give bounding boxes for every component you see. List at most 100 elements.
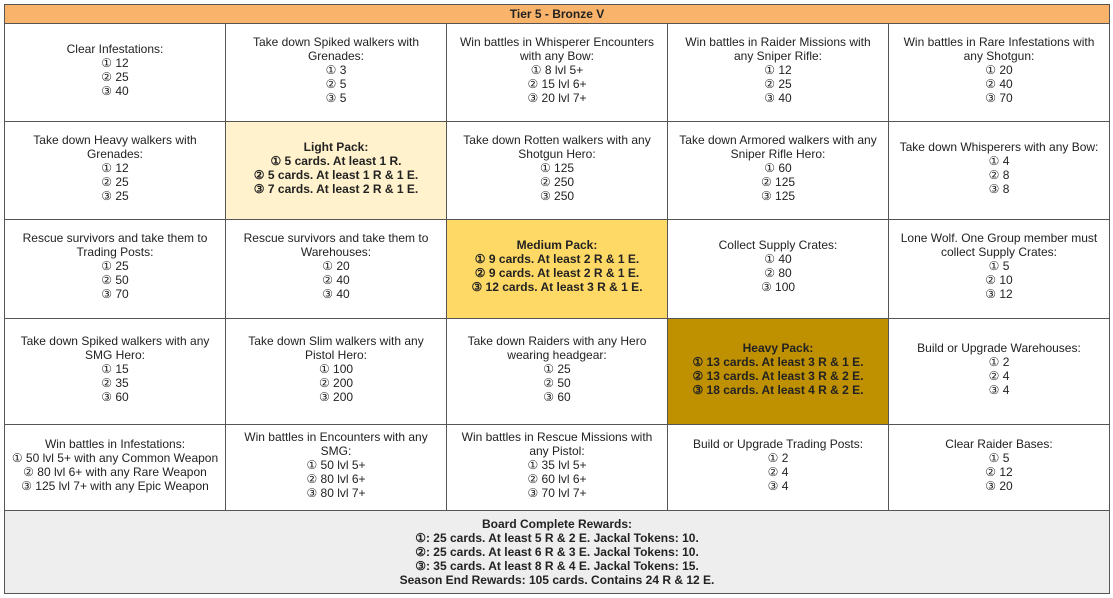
cell-line: ③ 20 <box>985 478 1013 493</box>
task-cell: Win battles in Whisperer Encounters with… <box>447 24 667 121</box>
cell-title: Clear Raider Bases: <box>945 436 1053 451</box>
cell-title: Lone Wolf. One Group member must collect… <box>900 231 1098 259</box>
cell-title: Win battles in Infestations: <box>44 436 186 451</box>
cell-line: ② 125 <box>760 174 796 189</box>
task-cell: Win battles in Raider Missions with any … <box>668 24 888 121</box>
cell-title: Take down Heavy walkers with Grenades: <box>33 132 197 161</box>
cell-line: ① 25 <box>543 361 571 376</box>
task-cell: Take down Slim walkers with any Pistol H… <box>226 319 446 424</box>
cell-title: Medium Pack: <box>516 238 598 252</box>
cell-line: ③ 4 <box>767 478 789 493</box>
cell-title: Win battles in Rare Infestations with an… <box>903 34 1095 63</box>
cell-line: ① 5 cards. At least 1 R. <box>270 153 402 168</box>
cell-line: ③ 8 <box>988 181 1010 196</box>
footer-title: Board Complete Rewards: <box>481 517 633 531</box>
cell-line: ① 12 <box>101 55 129 70</box>
cell-line: ② 12 <box>985 464 1013 479</box>
cell-line: ② 35 <box>101 375 129 390</box>
cell-line: ① 13 cards. At least 3 R & 1 E. <box>692 354 864 369</box>
cell-line: ① 5 <box>988 259 1010 273</box>
task-cell: Rescue survivors and take them to Tradin… <box>5 220 225 318</box>
pack-cell: Medium Pack: ① 9 cards. At least 2 R & 1 … <box>447 220 667 318</box>
cell-line: ③ 125 lvl 7+ with any Epic Weapon <box>21 478 209 493</box>
cell-title: Build or Upgrade Trading Posts: <box>692 436 864 451</box>
cell-line: ① 4 <box>988 153 1010 168</box>
cell-title: Win battles in Encounters with any SMG: <box>244 429 428 458</box>
pack-cell: Heavy Pack: ① 13 cards. At least 3 R & 1 … <box>668 319 888 424</box>
cell-line: ① 25 <box>101 259 129 273</box>
cell-title: Take down Whisperers with any Bow: <box>899 139 1099 154</box>
task-cell: Rescue survivors and take them to Wareho… <box>226 220 446 318</box>
cell-line: ② 80 lvl 6+ <box>306 471 366 486</box>
cell-line: ① 8 lvl 5+ <box>530 62 584 77</box>
cell-line: ③ 12 cards. At least 3 R & 1 E. <box>471 280 643 294</box>
cell-line: ② 5 cards. At least 1 R & 1 E. <box>253 167 419 182</box>
task-cell: Win battles in Infestations: ① 50 lvl 5+ … <box>5 425 225 510</box>
cell-line: ② 4 <box>767 464 789 479</box>
cell-title: Win battles in Whisperer Encounters with… <box>459 34 655 63</box>
cell-title: Take down Armored walkers with any Snipe… <box>679 132 877 161</box>
cell-line: ③ 7 cards. At least 2 R & 1 E. <box>253 181 419 196</box>
cell-line: ① 50 lvl 5+ with any Common Weapon <box>11 450 219 465</box>
cell-line: ③ 70 <box>985 90 1013 105</box>
cell-line: ① 125 <box>539 160 575 175</box>
cell-line: ② 25 <box>101 174 129 189</box>
task-cell: Clear Infestations: ① 12 ② 25 ③ 40 <box>5 24 225 121</box>
task-cell: Win battles in Rare Infestations with an… <box>889 24 1109 121</box>
cell-line: ① 2 <box>767 450 789 465</box>
cell-line: ③ 25 <box>101 188 129 203</box>
cell-title: Take down Spiked walkers with any SMG He… <box>20 333 210 362</box>
cell-line: ② 40 <box>985 76 1013 91</box>
task-cell: Win battles in Rescue Missions with any … <box>447 425 667 510</box>
footer-line: ①: 25 cards. At least 5 R & 2 E. Jackal … <box>415 531 699 545</box>
cell-title: Take down Raiders with any Hero wearing … <box>467 333 647 362</box>
cell-line: ① 100 <box>318 361 354 376</box>
cell-line: ③ 5 <box>325 90 347 105</box>
cell-line: ③ 125 <box>760 188 796 203</box>
cell-title: Rescue survivors and take them to Tradin… <box>22 231 208 259</box>
cell-title: Take down Slim walkers with any Pistol H… <box>248 333 424 362</box>
cell-title: Heavy Pack: <box>742 340 814 355</box>
cell-line: ① 20 <box>322 259 350 273</box>
cell-title: Build or Upgrade Warehouses: <box>917 340 1081 355</box>
task-cell: Take down Heavy walkers with Grenades: ① … <box>5 122 225 219</box>
task-cell: Take down Armored walkers with any Snipe… <box>668 122 888 219</box>
task-cell: Win battles in Encounters with any SMG: ①… <box>226 425 446 510</box>
cell-title: Collect Supply Crates: <box>718 238 838 252</box>
cell-line: ③ 12 <box>985 287 1013 301</box>
cell-line: ② 9 cards. At least 2 R & 1 E. <box>474 266 640 280</box>
cell-title: Light Pack: <box>303 139 369 154</box>
header-title: Tier 5 - Bronze V <box>5 5 1109 23</box>
cell-line: ① 35 lvl 5+ <box>527 457 587 472</box>
cell-line: ② 250 <box>539 174 575 189</box>
cell-line: ② 25 <box>101 69 129 84</box>
cell-line: ② 200 <box>318 375 354 390</box>
cell-line: ③ 250 <box>539 188 575 203</box>
cell-title: Win battles in Raider Missions with any … <box>685 34 871 63</box>
cell-line: ③ 40 <box>101 83 129 98</box>
footer: Board Complete Rewards: ①: 25 cards. At l… <box>5 511 1109 593</box>
cell-line: ③ 60 <box>543 389 571 404</box>
cell-line: ③ 18 cards. At least 4 R & 2 E. <box>692 382 864 397</box>
cell-title: Rescue survivors and take them to Wareho… <box>243 231 429 259</box>
cell-line: ② 4 <box>988 368 1010 383</box>
cell-line: ① 50 lvl 5+ <box>306 457 366 472</box>
board: Tier 5 - Bronze V Clear Infestations: ① 1… <box>4 4 1110 594</box>
cell-line: ① 15 <box>101 361 129 376</box>
cell-line: ② 40 <box>322 273 350 287</box>
cell-line: ③ 100 <box>760 280 796 294</box>
cell-line: ② 10 <box>985 273 1013 287</box>
pack-cell: Light Pack: ① 5 cards. At least 1 R. ② 5 c… <box>226 122 446 219</box>
cell-line: ① 40 <box>764 252 792 266</box>
task-cell: Take down Raiders with any Hero wearing … <box>447 319 667 424</box>
cell-line: ③ 4 <box>988 382 1010 397</box>
task-cell: Take down Spiked walkers with any SMG He… <box>5 319 225 424</box>
cell-line: ③ 70 lvl 7+ <box>527 485 587 500</box>
cell-line: ① 20 <box>985 62 1013 77</box>
cell-line: ③ 80 lvl 7+ <box>306 485 366 500</box>
